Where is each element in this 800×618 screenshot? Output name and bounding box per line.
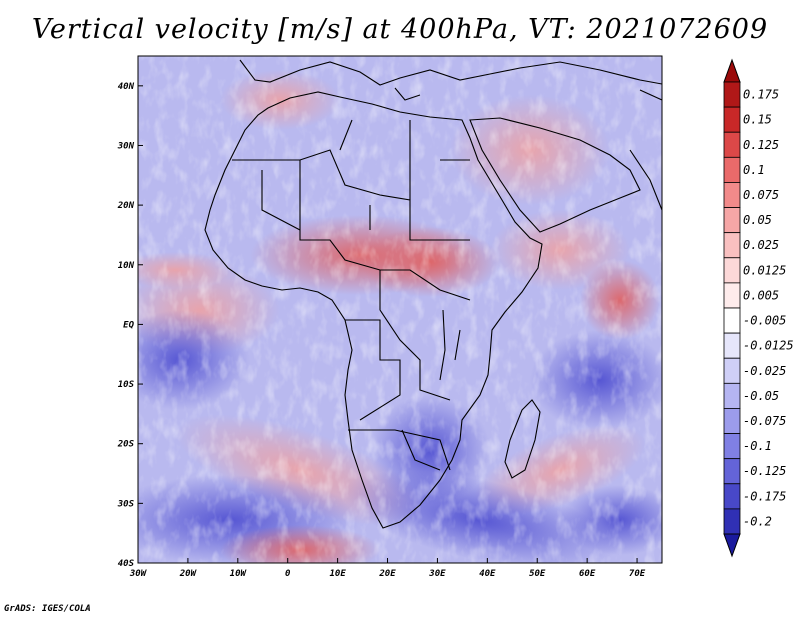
colorbar-label: -0.2: [743, 514, 772, 528]
lat-tick-label: 30S: [117, 499, 135, 509]
colorbar-label: -0.125: [743, 464, 786, 478]
lon-tick-label: 20W: [179, 569, 198, 579]
colorbar-swatch: [723, 332, 741, 359]
lon-tick-label: 30E: [428, 569, 446, 579]
lon-tick-label: 20E: [378, 569, 396, 579]
lat-tick-label: 10N: [118, 261, 135, 271]
lat-tick-label: EQ: [123, 320, 134, 330]
lon-tick-label: 0: [285, 569, 291, 579]
colorbar-label: -0.025: [743, 364, 786, 378]
colorbar-swatch: [723, 81, 741, 108]
colorbar-swatch: [723, 307, 741, 334]
colorbar-swatch: [723, 458, 741, 485]
map-title: Vertical velocity [m/s] at 400hPa, VT: 2…: [31, 14, 769, 45]
lon-tick-label: 40E: [479, 569, 496, 579]
colorbar-bottom-arrow: [723, 533, 741, 558]
coastline: [204, 59, 662, 529]
colorbar-label: -0.05: [743, 389, 779, 403]
map-frame: [137, 55, 663, 564]
credit-label: GrADS: IGES/COLA: [4, 604, 91, 614]
colorbar-label: -0.1: [743, 439, 772, 453]
lat-tick-label: 40S: [118, 559, 135, 569]
lon-tick-label: 60E: [579, 569, 596, 579]
lon-tick-label: 10E: [329, 569, 346, 579]
colorbar-label: 0.075: [743, 188, 779, 202]
colorbar-label: 0.005: [743, 288, 779, 302]
lat-tick-label: 40N: [118, 82, 135, 92]
colorbar-swatch: [723, 282, 741, 309]
colorbar-swatch: [723, 106, 741, 133]
colorbar-swatch: [723, 408, 741, 434]
longitude-axis: 30W 20W 10W 0 10E 20E 30E 40E 50E 60E 70E: [129, 558, 646, 579]
colorbar-swatch: [723, 131, 741, 158]
lat-tick-label: 20S: [117, 440, 135, 450]
colorbar-swatch: [723, 382, 741, 409]
colorbar-label: 0.175: [743, 88, 779, 102]
lat-tick-label: 10S: [118, 380, 135, 390]
colorbar-swatch: [723, 257, 741, 284]
colorbar-label: 0.0125: [743, 263, 786, 277]
colorbar-label: 0.05: [743, 213, 772, 227]
colorbar: 0.175 0.15 0.125 0.1 0.075 0.05 0.025 0.0125 0.0…: [723, 58, 794, 558]
colorbar-label: -0.0125: [743, 339, 794, 353]
velocity-field: [138, 56, 662, 563]
colorbar-label: 0.15: [743, 113, 772, 127]
colorbar-label: -0.005: [743, 314, 786, 328]
colorbar-swatch: [723, 433, 741, 460]
colorbar-label: 0.1: [743, 163, 765, 177]
colorbar-swatch: [723, 483, 741, 510]
colorbar-swatch: [723, 156, 741, 183]
colorbar-swatch: [723, 357, 741, 384]
colorbar-label: -0.175: [743, 489, 786, 503]
colorbar-label: 0.125: [743, 138, 779, 152]
lon-tick-label: 30W: [129, 569, 148, 579]
colorbar-label: -0.075: [743, 414, 786, 428]
colorbar-swatch: [723, 182, 741, 208]
colorbar-top-arrow: [723, 58, 741, 83]
colorbar-label: 0.025: [743, 238, 779, 252]
latitude-axis: 40N 30N 20N 10N EQ 10S 20S 30S 40S: [117, 82, 143, 569]
colorbar-swatch: [723, 207, 741, 234]
colorbar-swatch: [723, 232, 741, 259]
lat-tick-label: 30N: [117, 141, 135, 151]
lon-tick-label: 50E: [529, 569, 546, 579]
colorbar-swatch: [723, 508, 741, 535]
lon-tick-label: 70E: [629, 569, 646, 579]
lat-tick-label: 20N: [117, 201, 135, 211]
lon-tick-label: 10W: [230, 569, 248, 579]
